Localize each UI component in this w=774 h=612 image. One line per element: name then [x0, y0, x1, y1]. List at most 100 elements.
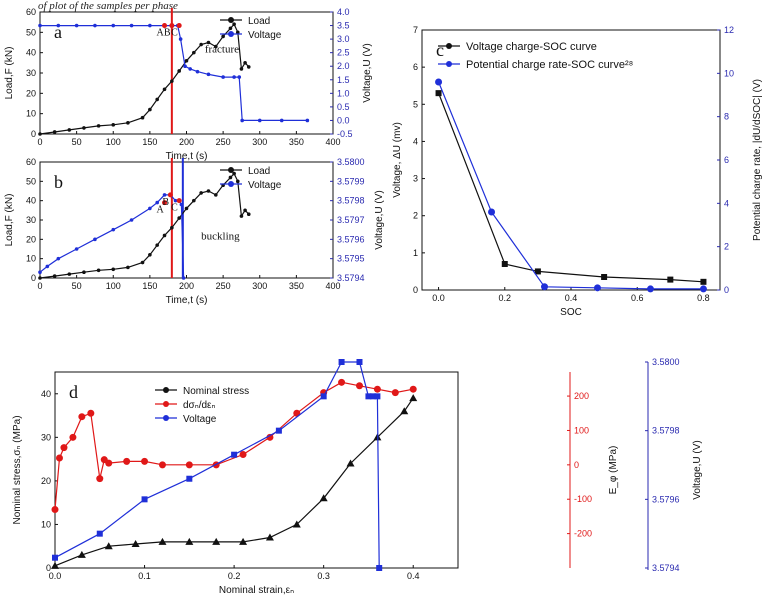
data-point-a-1: [258, 119, 262, 123]
y-axis-label-b: Load,F (kN): [4, 194, 15, 247]
data-point-a-1: [196, 70, 200, 74]
data-point-d-2: [376, 565, 382, 571]
plot-frame-b: [40, 162, 333, 278]
y-tick-label-a: 0: [31, 129, 36, 139]
legend-marker-a: [228, 31, 234, 37]
data-point-b-1: [75, 247, 79, 251]
data-point-b-0: [38, 276, 42, 280]
y-tick-label-b: 60: [26, 157, 36, 167]
point-label-a: C: [171, 28, 178, 39]
data-point-b-0: [53, 274, 57, 278]
series-line-c-1: [439, 82, 704, 289]
y-tick-label-a: 40: [26, 48, 36, 58]
plot-frame-d: [55, 372, 458, 568]
data-point-b-1: [180, 203, 184, 207]
data-point-d-1: [87, 410, 94, 417]
y3-tick-label-d: 3.5798: [652, 426, 680, 436]
x-tick-label-c: 0.2: [499, 293, 512, 303]
y2-tick-label-c: 2: [724, 242, 729, 252]
data-point-b-1: [57, 257, 61, 261]
y-tick-label-d: 20: [41, 476, 51, 486]
y2-tick-label-a: -0.5: [337, 129, 353, 139]
data-point-b-0: [199, 191, 203, 195]
data-point-a-0: [240, 67, 244, 71]
x-tick-label-d: 0.2: [228, 571, 241, 581]
x-tick-label-c: 0.6: [631, 293, 644, 303]
x-tick-label-b: 200: [179, 281, 194, 291]
data-point-a-0: [229, 26, 233, 30]
data-point-a-0: [97, 124, 101, 128]
data-point-d-1: [96, 475, 103, 482]
legend-label-b: Voltage: [248, 180, 282, 191]
data-point-a-0: [232, 22, 236, 26]
x-axis-label-b: Time,t (s): [166, 295, 208, 306]
data-point-b-0: [243, 209, 247, 213]
data-point-d-2: [321, 393, 327, 399]
x-tick-label-c: 0.4: [565, 293, 578, 303]
data-point-a-0: [192, 51, 196, 55]
data-point-d-2: [142, 496, 148, 502]
data-point-b-1: [111, 228, 115, 232]
data-point-d-1: [56, 454, 63, 461]
legend-label-d: dσₙ/dεₙ: [183, 400, 216, 411]
y2-tick-label-a: 1.5: [337, 75, 350, 85]
data-point-d-1: [159, 461, 166, 468]
x-tick-label-a: 250: [216, 137, 231, 147]
data-point-d-1: [141, 458, 148, 465]
y-tick-label-a: 60: [26, 7, 36, 17]
y2-tick-label-a: 2.5: [337, 48, 350, 58]
legend-label-a: Load: [248, 16, 270, 27]
series-line-d-1: [55, 382, 413, 509]
series-line-c-0: [439, 93, 704, 282]
data-point-b-0: [177, 216, 181, 220]
data-point-b-0: [68, 272, 72, 276]
data-point-a-0: [68, 128, 72, 132]
data-point-c-0: [436, 90, 442, 96]
x-tick-label-a: 350: [289, 137, 304, 147]
y3-tick-label-d: 3.5794: [652, 563, 680, 573]
data-point-b-1: [38, 270, 42, 274]
x-tick-label-a: 300: [252, 137, 267, 147]
x-tick-label-b: 250: [216, 281, 231, 291]
data-point-d-1: [356, 382, 363, 389]
x-tick-label-c: 0.8: [697, 293, 710, 303]
data-point-b-1: [148, 207, 152, 211]
x-tick-label-a: 150: [142, 137, 157, 147]
y2-tick-label-a: 4.0: [337, 7, 350, 17]
y2-tick-label-b: 3.5798: [337, 196, 365, 206]
data-point-b-0: [207, 189, 211, 193]
annotation-a: fracture: [205, 44, 239, 56]
legend-marker-b: [228, 181, 234, 187]
data-point-a-0: [247, 65, 251, 69]
data-point-d-0: [400, 407, 408, 414]
y2-tick-label-b: 3.5799: [337, 176, 365, 186]
data-point-a-1: [38, 24, 42, 28]
legend-marker-d: [163, 401, 169, 407]
data-point-a-1: [232, 75, 236, 79]
y-tick-label-d: 30: [41, 432, 51, 442]
y3-tick-label-d: 3.5796: [652, 494, 680, 504]
y2-tick-label-c: 10: [724, 68, 734, 78]
data-point-b-1: [182, 276, 186, 280]
y-axis-label-c: Voltage, ΔU (mv): [392, 122, 403, 198]
data-point-b-0: [192, 199, 196, 203]
y-tick-label-c: 0: [413, 285, 418, 295]
x-tick-label-a: 50: [72, 137, 82, 147]
y-tick-label-d: 40: [41, 389, 51, 399]
y2-tick-label-d: -100: [574, 494, 592, 504]
y-tick-label-a: 30: [26, 68, 36, 78]
data-point-d-1: [410, 386, 417, 393]
legend-label-b: Load: [248, 166, 270, 177]
y-tick-label-d: 0: [46, 563, 51, 573]
data-point-b-0: [170, 226, 174, 230]
y-tick-label-b: 10: [26, 254, 36, 264]
data-point-d-1: [374, 386, 381, 393]
y-tick-label-b: 0: [31, 273, 36, 283]
x-tick-label-d: 0.1: [138, 571, 151, 581]
data-point-d-1: [186, 461, 193, 468]
point-label-b: B: [162, 197, 169, 208]
data-point-a-1: [75, 24, 79, 28]
x-tick-label-b: 0: [37, 281, 42, 291]
data-point-c-0: [700, 279, 706, 285]
